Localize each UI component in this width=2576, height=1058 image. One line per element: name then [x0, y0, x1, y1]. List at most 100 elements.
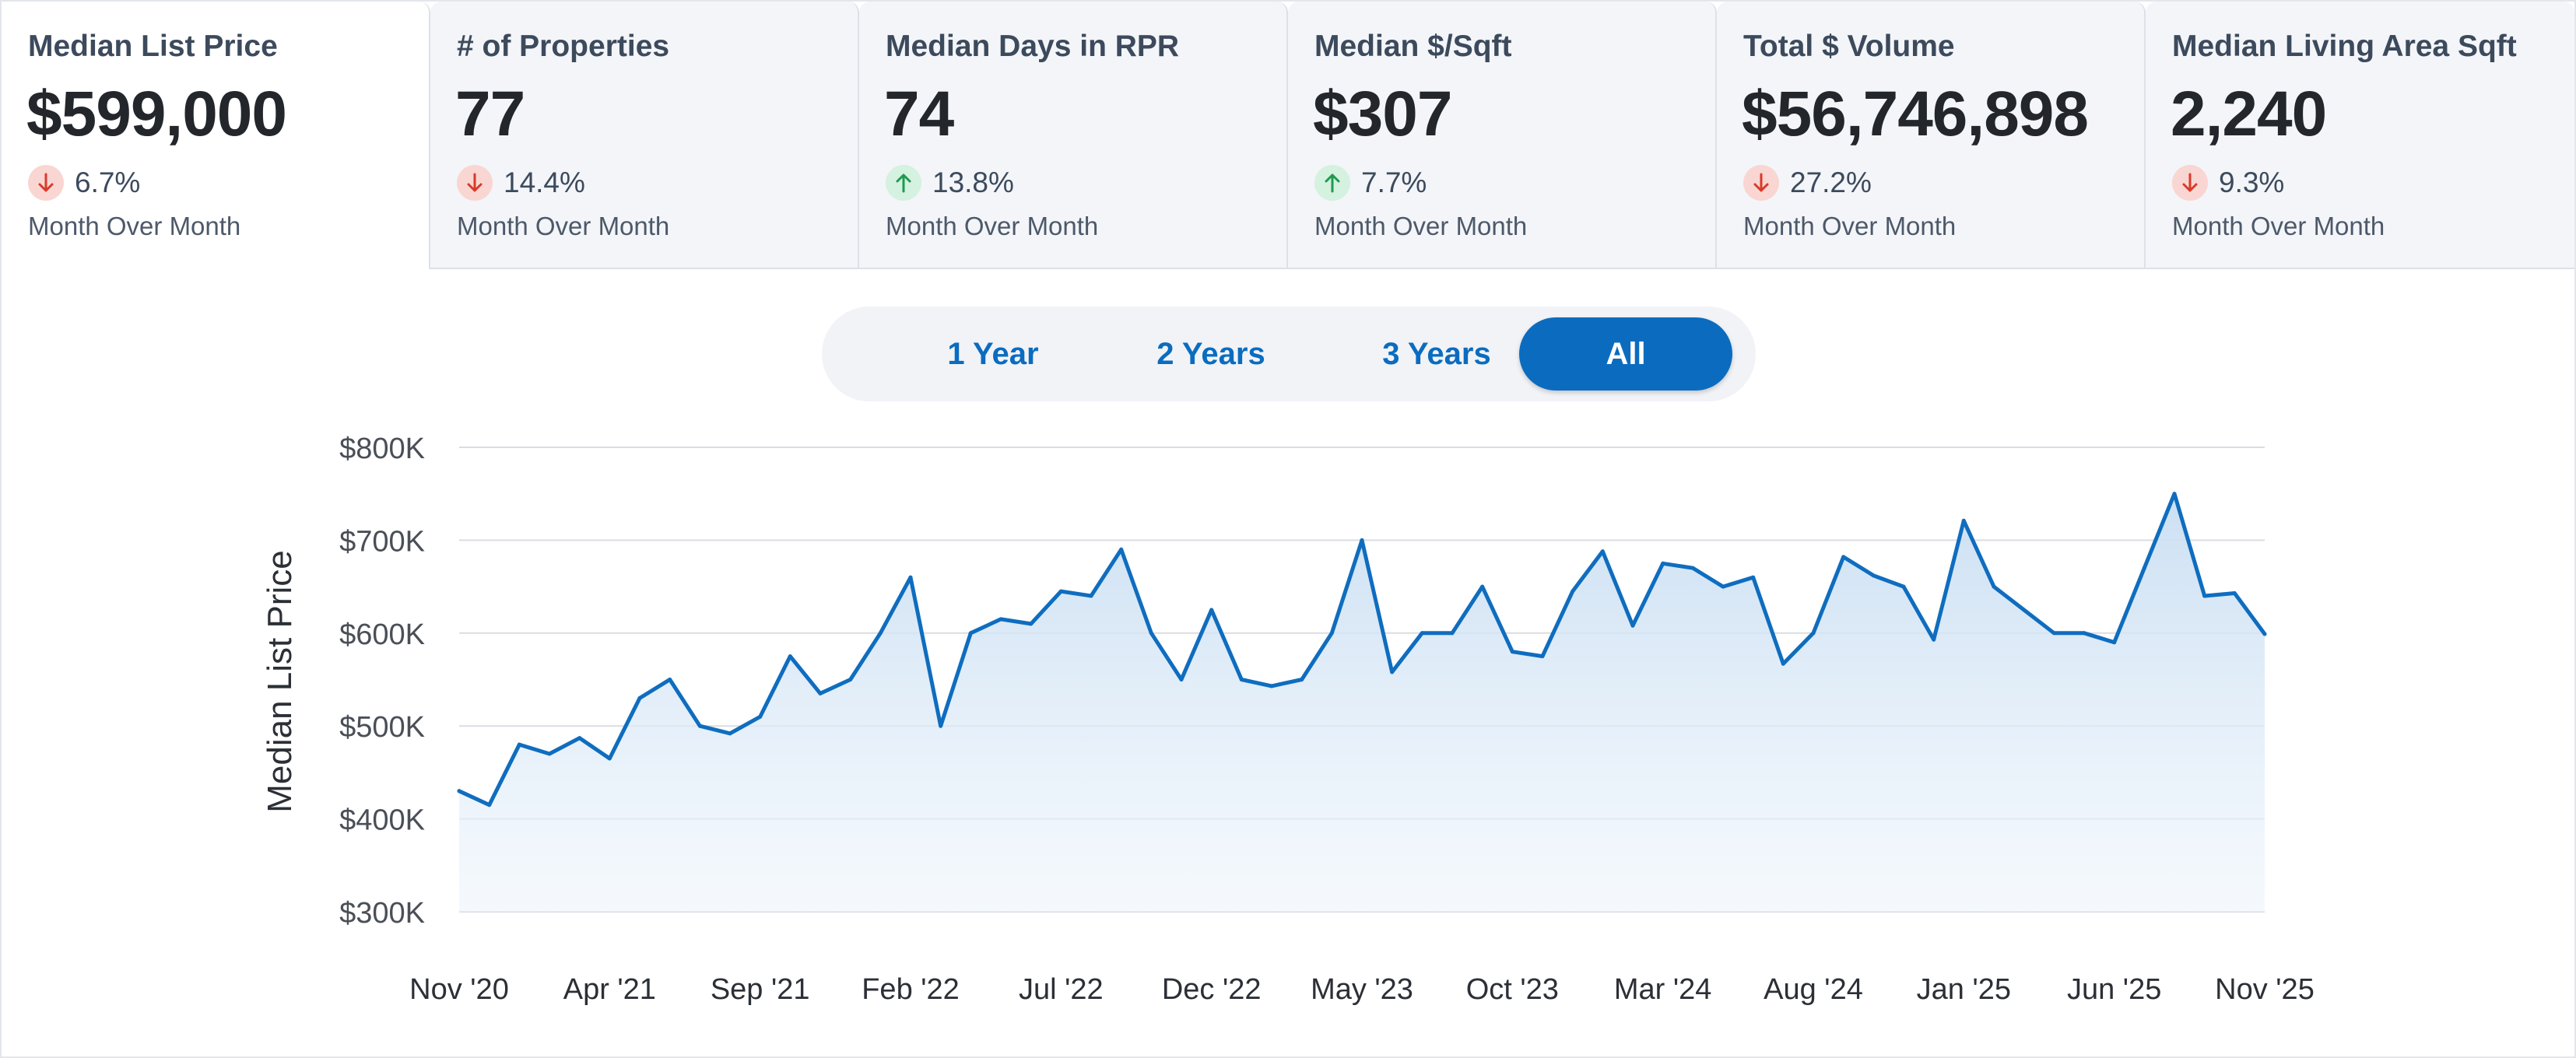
data-point: [1420, 631, 1424, 636]
stat-card[interactable]: Median List Price $599,000 6.7% Month Over …: [2, 2, 430, 269]
stat-change: 9.3%: [2172, 163, 2284, 202]
stat-card[interactable]: Median Days in RPR 74 13.8% Month Over Mont…: [859, 2, 1288, 269]
y-axis-labels: $800K $700K $600K $500K $400K $300K: [339, 433, 425, 930]
stat-change: 6.7%: [28, 163, 140, 202]
x-tick-label: Oct '23: [1466, 973, 1559, 1006]
stat-change-percent: 27.2%: [1790, 166, 1872, 198]
data-point: [878, 631, 883, 636]
stat-change-percent: 9.3%: [2219, 166, 2285, 198]
stat-change: 7.7%: [1314, 163, 1427, 202]
data-point: [1510, 650, 1514, 654]
data-point: [607, 756, 612, 761]
range-option-1-year[interactable]: 1 Year: [947, 337, 1039, 371]
data-point: [2142, 566, 2146, 570]
x-tick-label: Jan '25: [1917, 973, 2011, 1006]
x-tick-label: Feb '22: [862, 973, 960, 1006]
data-point: [1690, 566, 1695, 570]
stat-change-percent: 7.7%: [1361, 166, 1427, 198]
stat-change-percent: 6.7%: [75, 166, 141, 198]
data-point: [2022, 608, 2027, 612]
arrow-up-icon: [886, 165, 921, 201]
arrow-down-icon: [457, 165, 493, 201]
stat-change: 14.4%: [457, 163, 585, 202]
chart-area: [457, 492, 2267, 912]
y-tick-label: $800K: [339, 433, 425, 465]
data-point: [2051, 631, 2056, 636]
x-tick-label: Nov '25: [2215, 973, 2315, 1006]
data-point: [1239, 678, 1244, 681]
stat-label: Median $/Sqft: [1314, 30, 1512, 63]
time-range-toggle: 1 Year 2 Years 3 Years All: [822, 307, 1756, 401]
stat-period: Month Over Month: [28, 212, 241, 240]
arrow-down-icon: [2172, 165, 2208, 201]
data-point: [1029, 622, 1034, 626]
x-tick-label: Mar '24: [1614, 973, 1712, 1006]
data-point: [1058, 589, 1063, 594]
x-tick-label: Jul '22: [1019, 973, 1104, 1006]
data-point: [1089, 594, 1093, 598]
data-point: [939, 723, 943, 728]
data-point: [1149, 631, 1153, 636]
data-point: [1721, 584, 1725, 589]
x-tick-label: May '23: [1311, 973, 1413, 1006]
stat-value: $307: [1313, 79, 1452, 149]
stat-card[interactable]: # of Properties 77 14.4% Month Over Month: [430, 2, 859, 269]
data-point: [487, 803, 492, 808]
arrow-down-icon: [1743, 165, 1779, 201]
x-tick-label: Dec '22: [1162, 973, 1262, 1006]
data-point: [2232, 591, 2237, 595]
data-point: [1811, 631, 1816, 636]
stat-change: 27.2%: [1743, 163, 1872, 202]
stat-card[interactable]: Total $ Volume $56,746,898 27.2% Month Over…: [1717, 2, 2146, 269]
stat-value: 2,240: [2171, 79, 2327, 149]
y-tick-label: $600K: [339, 618, 425, 651]
data-point: [1901, 584, 1906, 589]
stat-label: Median Living Area Sqft: [2172, 30, 2517, 63]
range-option-3-years[interactable]: 3 Years: [1382, 337, 1491, 371]
stat-change-percent: 14.4%: [504, 166, 585, 198]
data-point: [1390, 670, 1395, 674]
data-point: [697, 723, 702, 728]
data-point: [1571, 589, 1575, 594]
stat-label: Median List Price: [28, 30, 278, 63]
stat-change: 13.8%: [886, 163, 1014, 202]
x-axis-labels: Nov '20 Apr '21 Sep '21 Feb '22 Jul '22 Dec '…: [409, 973, 2315, 1006]
data-point: [2082, 631, 2086, 636]
stat-cards: Median List Price $599,000 6.7% Month Over …: [2, 2, 2574, 269]
stat-card[interactable]: Median $/Sqft $307 7.7% Month Over Month: [1288, 2, 1717, 269]
data-point: [1540, 654, 1545, 659]
data-point: [1661, 561, 1665, 566]
data-point: [758, 714, 763, 719]
data-point: [728, 731, 732, 736]
x-tick-label: Apr '21: [563, 973, 656, 1006]
stat-period: Month Over Month: [886, 212, 1099, 240]
arrow-up-icon: [1314, 165, 1350, 201]
y-axis-title: Median List Price: [261, 550, 299, 812]
data-point: [547, 751, 552, 756]
data-point: [1450, 631, 1455, 636]
stat-period: Month Over Month: [1314, 212, 1528, 240]
data-point: [1209, 608, 1214, 612]
range-option-2-years[interactable]: 2 Years: [1156, 337, 1265, 371]
data-point: [637, 695, 642, 700]
stat-period: Month Over Month: [457, 212, 670, 240]
data-point: [2112, 640, 2117, 645]
y-tick-label: $700K: [339, 525, 425, 558]
stat-value: 77: [455, 79, 525, 149]
data-point: [968, 631, 973, 636]
data-point: [998, 617, 1003, 622]
stat-period: Month Over Month: [2172, 212, 2385, 240]
range-option-all[interactable]: All: [1519, 317, 1732, 391]
data-point: [2202, 594, 2207, 598]
data-point: [1119, 547, 1124, 552]
stat-value: $599,000: [26, 79, 287, 149]
stat-period: Month Over Month: [1743, 212, 1957, 240]
stat-card[interactable]: Median Living Area Sqft 2,240 9.3% Month Ov…: [2146, 2, 2574, 269]
stat-value: 74: [884, 79, 954, 149]
data-point: [1992, 584, 1996, 589]
series-area-fill: [459, 493, 2265, 912]
y-tick-label: $500K: [339, 711, 425, 744]
data-point: [1360, 538, 1364, 542]
x-tick-label: Aug '24: [1764, 973, 1863, 1006]
